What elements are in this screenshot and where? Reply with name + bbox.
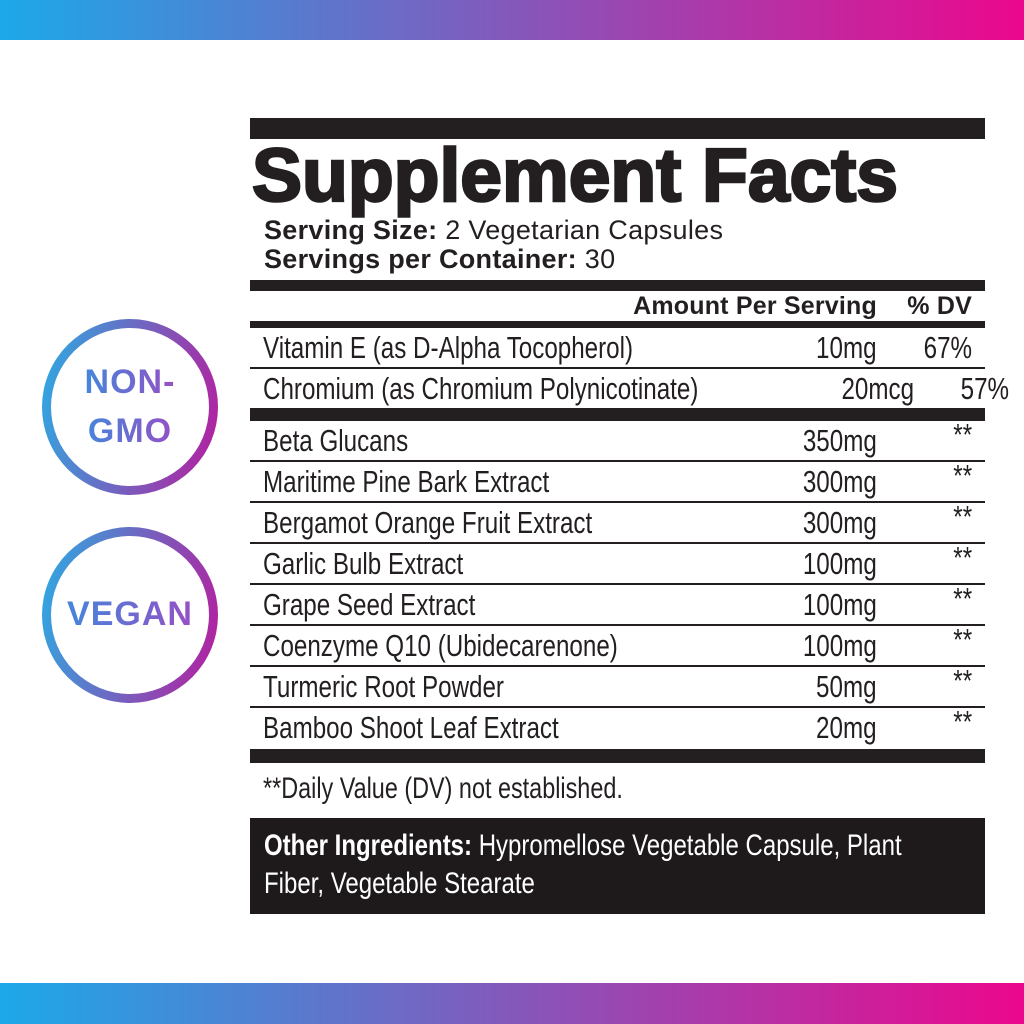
table-row: Turmeric Root Powder 50mg **	[250, 662, 985, 706]
supplement-facts-panel: Supplement Facts Serving Size: 2 Vegetar…	[250, 118, 1009, 914]
ingredient-amount: 50mg	[816, 668, 877, 704]
botanicals-group: Beta Glucans 350mg ** Maritime Pine Bark…	[250, 417, 985, 747]
page-title: Supplement Facts	[251, 133, 900, 217]
column-percent-dv: % DV	[907, 291, 972, 320]
gradient-bar-top	[0, 0, 1024, 40]
ingredient-name: Maritime Pine Bark Extract	[263, 463, 550, 499]
ingredient-dv: 67%	[923, 329, 972, 365]
vitamins-group: Vitamin E (as D-Alpha Tocopherol) 10mg 6…	[250, 328, 1009, 408]
column-amount-per-serving: Amount Per Serving	[633, 291, 877, 320]
rule-below-header	[250, 321, 985, 328]
dv-footnote-text: **Daily Value (DV) not established.	[263, 772, 623, 805]
badge-vegan: VEGAN	[42, 527, 218, 703]
ingredient-dv: **	[953, 580, 972, 616]
servings-label: Servings per Container:	[264, 244, 577, 274]
ingredient-amount: 300mg	[803, 463, 877, 499]
ingredient-amount: 100mg	[803, 545, 877, 581]
ingredient-name: Turmeric Root Powder	[263, 668, 504, 704]
ingredient-dv: 57%	[960, 370, 1010, 406]
serving-info: Serving Size: 2 Vegetarian Capsules Serv…	[250, 210, 985, 280]
table-row: Vitamin E (as D-Alpha Tocopherol) 10mg 6…	[250, 328, 985, 367]
table-header: Amount Per Serving % DV	[250, 291, 985, 321]
ingredient-amount: 300mg	[803, 504, 877, 540]
rule-mid	[250, 408, 985, 421]
ingredient-dv: **	[953, 662, 972, 698]
badge-non-gmo-line1: NON-	[84, 362, 176, 401]
table-row: Beta Glucans 350mg **	[250, 417, 985, 460]
dv-footnote: **Daily Value (DV) not established.	[250, 763, 985, 817]
badge-non-gmo-line2: GMO	[87, 412, 173, 450]
gradient-bar-bottom	[0, 983, 1024, 1024]
servings-value: 30	[576, 244, 616, 274]
ingredient-name: Coenzyme Q10 (Ubidecarenone)	[263, 627, 618, 663]
ingredient-name: Garlic Bulb Extract	[263, 545, 464, 581]
ingredient-amount: 100mg	[803, 627, 877, 663]
table-row: Garlic Bulb Extract 100mg **	[250, 539, 985, 583]
ingredient-dv: **	[953, 457, 972, 493]
servings-per-container-line: Servings per Container: 30	[264, 245, 985, 273]
ingredient-amount: 20mcg	[841, 370, 915, 406]
table-row: Bergamot Orange Fruit Extract 300mg **	[250, 498, 985, 542]
ingredient-name: Grape Seed Extract	[263, 586, 476, 622]
badge-vegan-line1: VEGAN	[67, 595, 193, 634]
ingredient-dv: **	[953, 416, 972, 452]
ingredient-name: Vitamin E (as D-Alpha Tocopherol)	[263, 329, 634, 365]
ingredient-name: Beta Glucans	[263, 422, 409, 458]
ingredient-amount: 100mg	[803, 586, 877, 622]
ingredient-amount: 350mg	[803, 422, 877, 458]
table-row: Bamboo Shoot Leaf Extract 20mg **	[250, 703, 985, 747]
badge-non-gmo-label: NON- GMO	[85, 358, 176, 457]
serving-size-label: Serving Size:	[264, 215, 438, 245]
badge-vegan-label: VEGAN	[67, 590, 193, 639]
other-ingredients-text: Other Ingredients: Hypromellose Vegetabl…	[264, 827, 968, 903]
table-row: Coenzyme Q10 (Ubidecarenone) 100mg **	[250, 621, 985, 665]
badge-non-gmo: NON- GMO	[42, 319, 218, 495]
rule-below-serving	[250, 280, 985, 291]
ingredient-amount: 10mg	[816, 329, 877, 365]
rule-bottom	[250, 749, 985, 763]
other-ingredients-label: Other Ingredients:	[264, 829, 473, 862]
ingredient-name: Bergamot Orange Fruit Extract	[263, 504, 593, 540]
serving-size-value: 2 Vegetarian Capsules	[437, 215, 724, 245]
ingredient-dv: **	[953, 498, 972, 534]
ingredient-name: Chromium (as Chromium Polynicotinate)	[263, 370, 699, 406]
table-row: Maritime Pine Bark Extract 300mg **	[250, 457, 985, 501]
table-row: Grape Seed Extract 100mg **	[250, 580, 985, 624]
ingredient-name: Bamboo Shoot Leaf Extract	[263, 709, 559, 745]
serving-size-line: Serving Size: 2 Vegetarian Capsules	[264, 216, 985, 244]
table-row: Chromium (as Chromium Polynicotinate) 20…	[250, 367, 1009, 408]
ingredient-dv: **	[953, 539, 972, 575]
panel-top-rule	[250, 118, 985, 139]
other-ingredients-box: Other Ingredients: Hypromellose Vegetabl…	[250, 818, 985, 914]
ingredient-amount: 20mg	[816, 709, 877, 745]
ingredient-dv: **	[953, 621, 972, 657]
other-ingredients-value: Hypromellose Vegetable Capsule, Plant Fi…	[264, 829, 902, 900]
ingredient-dv: **	[953, 703, 972, 739]
